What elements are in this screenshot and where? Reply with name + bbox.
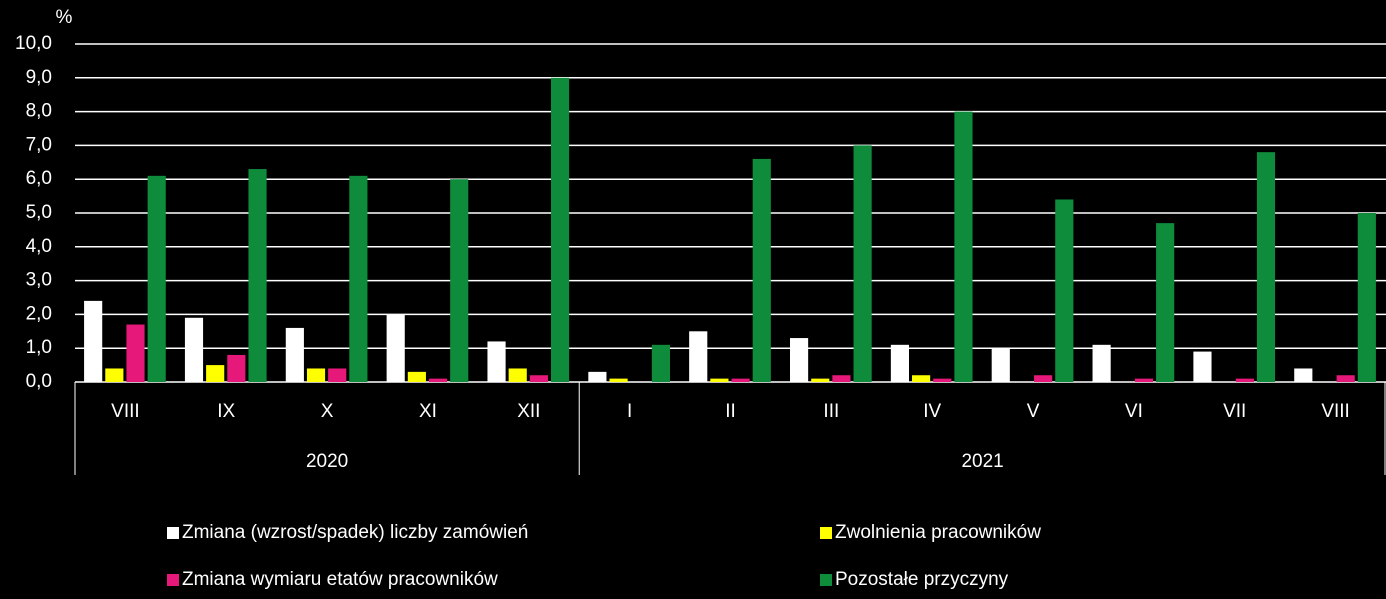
x-tick-label: III [823, 401, 839, 422]
x-tick-label: I [627, 401, 632, 422]
bar [550, 77, 570, 383]
x-tick-label: VIII [1321, 401, 1350, 422]
bar [1357, 213, 1376, 382]
y-tick-label: 5,0 [26, 202, 52, 223]
bar [890, 344, 909, 382]
legend-swatch [820, 574, 832, 586]
bar [306, 368, 326, 382]
bar [105, 368, 124, 382]
bar [811, 378, 830, 382]
bar [206, 365, 225, 382]
bar [1336, 375, 1355, 382]
bar [285, 327, 304, 382]
bar [184, 317, 204, 382]
legend-swatch [820, 527, 832, 539]
bar [1294, 368, 1313, 382]
y-tick-label: 3,0 [26, 270, 52, 291]
legend-swatch [167, 574, 179, 586]
bar [832, 375, 851, 382]
bar [1193, 351, 1212, 382]
bar [689, 331, 708, 382]
bar [1235, 378, 1254, 382]
y-tick-label: 4,0 [26, 236, 52, 257]
bar [731, 378, 750, 382]
x-tick-label: VIII [111, 401, 140, 422]
bar [710, 378, 729, 382]
bar [853, 145, 872, 382]
bar [386, 314, 405, 382]
bar [1055, 199, 1074, 382]
legend-label: Zmiana (wzrost/spadek) liczby zamówień [182, 522, 528, 543]
y-unit: % [56, 7, 73, 28]
x-tick-label: II [725, 401, 736, 422]
bar [349, 175, 368, 382]
legend-label: Zmiana wymiaru etatów pracowników [182, 569, 498, 590]
x-tick-label: VI [1125, 401, 1143, 422]
bar [609, 378, 628, 382]
y-tick-label: 7,0 [26, 134, 52, 155]
y-tick-label: 8,0 [26, 101, 52, 122]
y-tick-label: 9,0 [26, 67, 52, 88]
y-tick-label: 0,0 [26, 371, 52, 392]
bar [1034, 375, 1053, 382]
bar [147, 175, 166, 382]
y-tick-label: 10,0 [15, 33, 52, 54]
x-tick-label: XII [517, 401, 540, 422]
bar [84, 300, 103, 382]
x-tick-label: IX [217, 401, 235, 422]
y-tick-label: 6,0 [26, 168, 52, 189]
bar [912, 375, 931, 382]
bar [126, 324, 145, 382]
x-tick-label: V [1027, 401, 1040, 422]
bar [407, 371, 426, 382]
bar [588, 371, 607, 382]
bar [1256, 152, 1276, 382]
bar [529, 375, 548, 382]
x-tick-label: IV [923, 401, 941, 422]
y-tick-label: 2,0 [26, 303, 52, 324]
bar [1134, 378, 1154, 382]
group-label: 2020 [306, 451, 348, 472]
bar [651, 344, 670, 382]
bar [248, 169, 267, 382]
bar [450, 179, 469, 382]
bar [933, 378, 952, 382]
legend-swatch [167, 527, 179, 539]
bar [954, 111, 973, 382]
bar [1092, 344, 1111, 382]
bar [428, 378, 448, 382]
y-tick-label: 1,0 [26, 337, 52, 358]
x-tick-label: X [321, 401, 334, 422]
legend-label: Zwolnienia pracowników [835, 522, 1041, 543]
group-label: 2021 [961, 451, 1003, 472]
bar [508, 368, 527, 382]
bar [487, 341, 506, 382]
bar [991, 348, 1010, 382]
x-tick-label: XI [419, 401, 437, 422]
bar [1156, 223, 1175, 382]
bar [227, 354, 246, 382]
bar [328, 368, 347, 382]
bar [789, 338, 809, 382]
legend-label: Pozostałe przyczyny [835, 569, 1009, 590]
bar [752, 158, 771, 382]
x-tick-label: VII [1223, 401, 1246, 422]
